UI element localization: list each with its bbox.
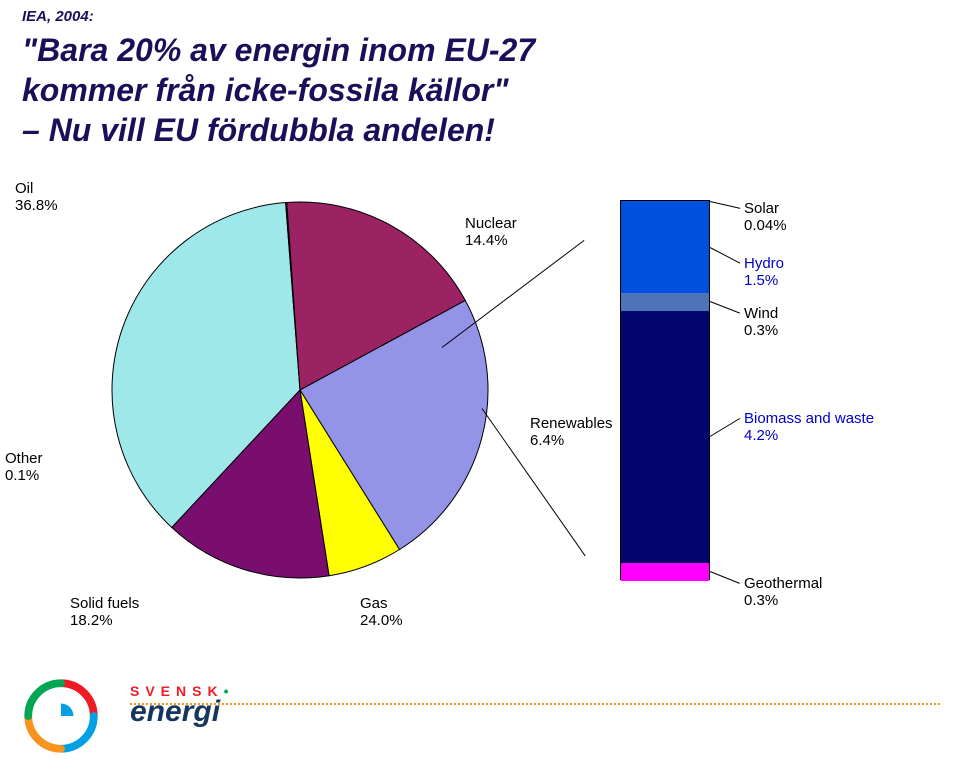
bar-tick [710, 301, 740, 314]
pie-label-renewables: Renewables6.4% [530, 415, 613, 450]
bar-seg-biomass-and-waste [621, 311, 709, 563]
bar-tick [710, 201, 740, 209]
bar-tick [710, 247, 740, 264]
footer: SVENSK• energi [0, 669, 960, 759]
title-line-2: kommer från icke-fossila källor" [22, 72, 508, 108]
pie-label-gas: Gas24.0% [360, 595, 403, 630]
footer-divider [130, 703, 940, 705]
bar-tick [710, 571, 740, 584]
title-line-3: – Nu vill EU fördubbla andelen! [22, 112, 495, 148]
bar-label-wind: Wind0.3% [744, 305, 778, 340]
source-line: IEA, 2004: [22, 8, 94, 25]
bar-label-geothermal: Geothermal0.3% [744, 575, 822, 610]
bar-label-hydro: Hydro1.5% [744, 255, 784, 290]
pie-chart [110, 200, 490, 580]
bar-seg-hydro [621, 203, 709, 293]
pie-label-other: Other0.1% [5, 450, 43, 485]
page-title: "Bara 20% av energin inom EU-27 kommer f… [22, 30, 535, 150]
bar-tick [710, 418, 741, 437]
pie-label-solid-fuels: Solid fuels18.2% [70, 595, 139, 630]
bar-seg-geothermal [621, 563, 709, 581]
pie-label-nuclear: Nuclear14.4% [465, 215, 517, 250]
chart-area: Oil36.8%Other0.1%Solid fuels18.2%Gas24.0… [0, 190, 960, 650]
logo-bottom-word: energi [130, 695, 234, 729]
logo-text: SVENSK• energi [130, 683, 234, 729]
logo-swirl [22, 677, 100, 760]
bar-label-solar: Solar0.04% [744, 200, 787, 235]
pie-label-oil: Oil36.8% [15, 180, 58, 215]
bar-label-biomass-and-waste: Biomass and waste4.2% [744, 410, 874, 445]
title-line-1: "Bara 20% av energin inom EU-27 [22, 32, 535, 68]
renewables-bar [620, 200, 710, 580]
bar-seg-wind [621, 293, 709, 311]
pie-svg [110, 200, 490, 580]
